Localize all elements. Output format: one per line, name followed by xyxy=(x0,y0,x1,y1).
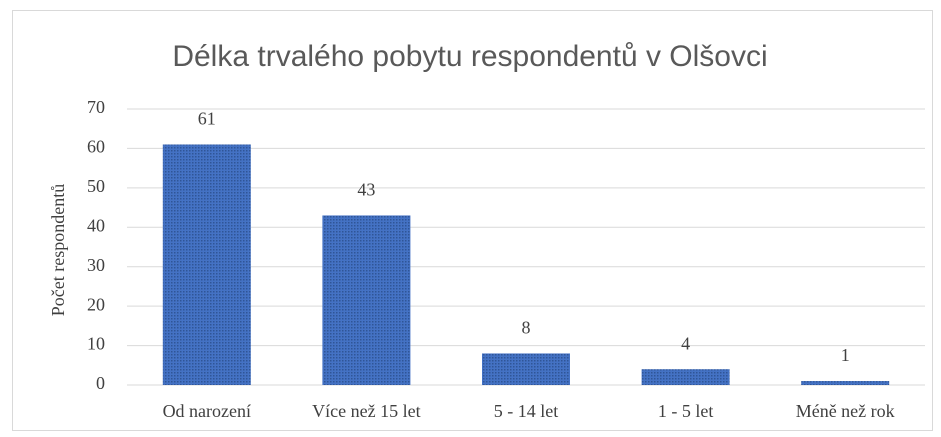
y-tick-label: 30 xyxy=(87,255,105,275)
data-label: 4 xyxy=(681,333,690,353)
data-label: 1 xyxy=(841,345,850,365)
bar xyxy=(322,215,411,385)
x-tick-label: 1 - 5 let xyxy=(658,401,714,421)
x-tick-label: Od narození xyxy=(163,401,251,421)
x-tick-label: Méně než rok xyxy=(796,401,895,421)
x-tick-label: 5 - 14 let xyxy=(494,401,559,421)
bar xyxy=(162,144,251,385)
y-tick-label: 40 xyxy=(87,215,105,235)
chart-frame xyxy=(12,10,933,431)
data-label: 61 xyxy=(198,109,216,129)
y-tick-label: 20 xyxy=(87,294,105,314)
chart-title: Délka trvalého pobytu respondentů v Olšo… xyxy=(172,40,767,73)
y-tick-label: 70 xyxy=(87,97,105,117)
y-tick-label: 0 xyxy=(96,373,105,393)
y-tick-label: 50 xyxy=(87,176,105,196)
y-tick-label: 10 xyxy=(87,334,105,354)
data-label: 8 xyxy=(522,318,531,338)
bar xyxy=(641,369,730,385)
x-tick-label: Více než 15 let xyxy=(312,401,420,421)
data-label: 43 xyxy=(357,180,375,200)
bar xyxy=(801,381,890,385)
y-axis-label: Počet respondentů xyxy=(48,184,68,316)
y-tick-label: 60 xyxy=(87,137,105,157)
bar xyxy=(482,353,570,385)
